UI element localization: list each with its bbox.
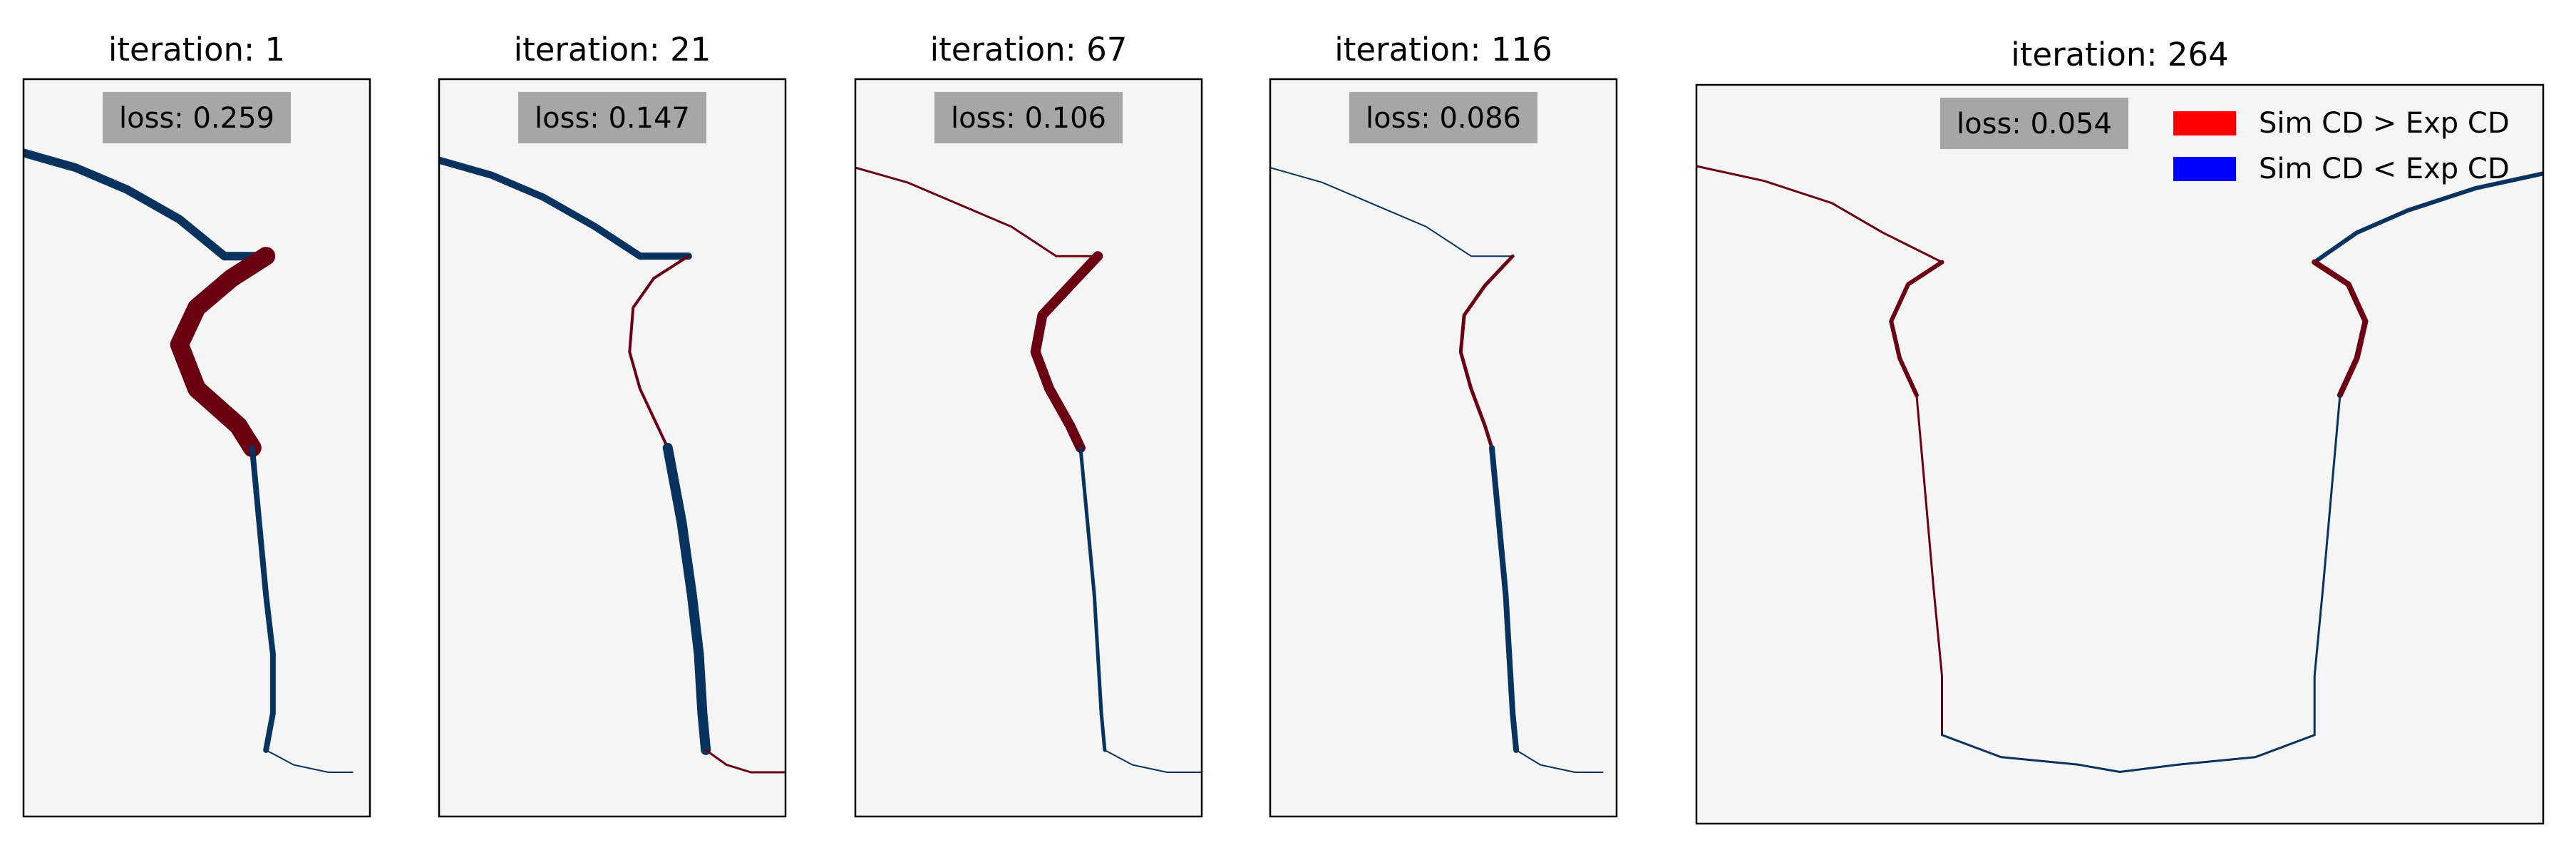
loss-box — [1940, 98, 2128, 149]
loss-box — [934, 92, 1123, 143]
legend-swatch-over — [2173, 111, 2236, 135]
panel-1: iteration: 1 loss: 0.259 — [22, 31, 371, 818]
axes-frame — [22, 78, 371, 818]
profile-side — [249, 445, 276, 753]
panel-5: iteration: 264 loss: 0.054 Sim CD > Exp CD… — [1695, 36, 2545, 825]
plot-area — [24, 79, 370, 816]
loss-label: loss: 0.259 — [119, 102, 274, 135]
plot-area — [855, 79, 1202, 816]
plot-area — [1696, 85, 2543, 824]
profile-foot — [1103, 749, 1202, 773]
panel-4: iteration: 116 loss: 0.086 — [1269, 31, 1618, 818]
profile-neck — [1458, 254, 1515, 450]
panel-title: iteration: 116 — [1334, 31, 1552, 68]
profile-top — [1270, 167, 1514, 257]
profile-side — [662, 443, 711, 755]
panel-2: iteration: 21 loss: 0.147 — [438, 31, 787, 818]
axes-frame — [1269, 78, 1618, 818]
profile-neck — [628, 255, 690, 449]
profile-left-top — [1696, 165, 1943, 264]
legend-swatch-under — [2173, 157, 2236, 181]
profile-side — [1489, 445, 1520, 753]
profile-top — [439, 156, 692, 260]
axes-frame — [1695, 83, 2545, 825]
error-map — [1696, 165, 2543, 773]
loss-label: loss: 0.054 — [1957, 108, 2112, 140]
profile-left-foot — [1941, 734, 2121, 773]
panel-title: iteration: 1 — [108, 31, 285, 68]
error-map — [855, 166, 1202, 773]
axes-frame — [854, 78, 1203, 818]
axes-frame — [438, 78, 787, 818]
plot-area — [1270, 79, 1617, 816]
profile-side — [1078, 446, 1107, 752]
profile-foot — [265, 749, 354, 773]
profile-top — [24, 148, 271, 261]
legend: Sim CD > Exp CD Sim CD < Exp CD — [2173, 107, 2510, 185]
error-map — [439, 156, 785, 774]
legend-label-under: Sim CD < Exp CD — [2259, 153, 2510, 185]
profile-right-neck — [2312, 259, 2369, 399]
panel-title: iteration: 264 — [2011, 36, 2228, 73]
error-map — [24, 148, 354, 773]
loss-label: loss: 0.147 — [535, 102, 690, 135]
profile-neck — [1030, 251, 1103, 453]
legend-label-over: Sim CD > Exp CD — [2259, 107, 2510, 140]
loss-box — [103, 92, 291, 143]
panel-title: iteration: 67 — [930, 31, 1128, 68]
plot-area — [439, 79, 785, 816]
loss-box — [1349, 92, 1537, 143]
loss-label: loss: 0.086 — [1366, 102, 1521, 135]
panel-3: iteration: 67 loss: 0.106 — [854, 31, 1203, 818]
profile-right-side — [2313, 394, 2341, 737]
profile-left-neck — [1889, 260, 1944, 398]
profile-left-side — [1915, 394, 1943, 737]
profile-neck — [170, 247, 276, 457]
profile-top — [855, 166, 1099, 257]
loss-box — [518, 92, 706, 143]
profile-foot — [1515, 749, 1604, 773]
loss-label: loss: 0.106 — [951, 102, 1106, 135]
profile-foot — [704, 749, 785, 774]
profile-right-foot — [2118, 734, 2316, 773]
panel-title: iteration: 21 — [514, 31, 711, 68]
error-map — [1270, 167, 1604, 773]
profile-right-top — [2312, 171, 2543, 265]
